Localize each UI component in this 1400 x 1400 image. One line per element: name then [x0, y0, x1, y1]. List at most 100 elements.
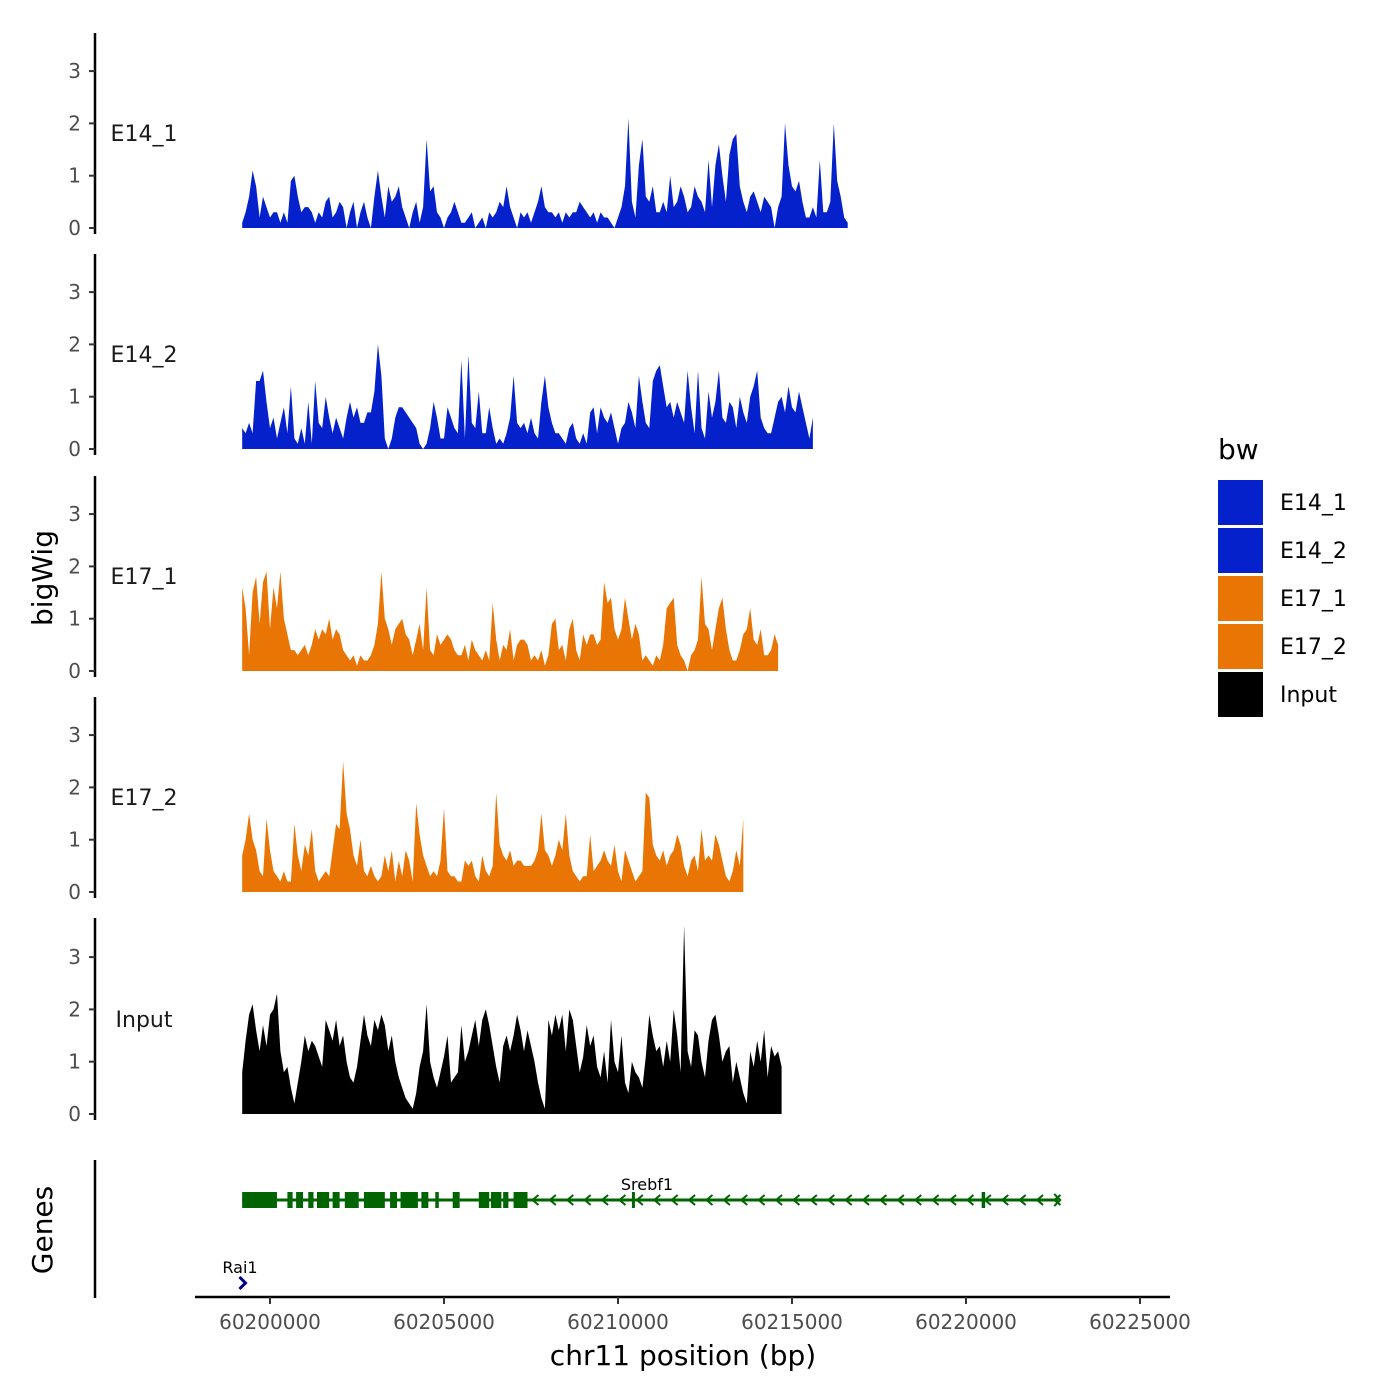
exon	[452, 1192, 460, 1208]
strand-arrow	[530, 1194, 540, 1206]
strand-arrow	[1035, 1194, 1044, 1206]
legend-label: E14_1	[1280, 491, 1347, 516]
x-tick-label: 60205000	[393, 1310, 495, 1334]
strand-arrow	[931, 1194, 940, 1206]
y-tick-label: 0	[68, 659, 81, 683]
legend-key-e17-2	[1218, 624, 1263, 669]
y-tick-label: 2	[68, 775, 81, 799]
area-e17-1	[242, 571, 779, 671]
gene-label-srebf1: Srebf1	[621, 1175, 673, 1194]
strand-arrow	[1052, 1194, 1062, 1206]
strand-arrow	[687, 1194, 696, 1206]
strand-arrow	[635, 1194, 644, 1206]
strand-arrow	[965, 1194, 975, 1206]
y-tick-label: 2	[68, 997, 81, 1021]
x-tick-label: 60220000	[915, 1310, 1017, 1334]
y-tick-label: 3	[68, 59, 81, 83]
legend-key-e17-1	[1218, 576, 1263, 621]
y-tick-label: 3	[68, 280, 81, 304]
track-label: Input	[116, 1008, 173, 1033]
strand-arrow	[600, 1194, 609, 1206]
y-tick-label: 0	[68, 880, 81, 904]
track-e14-1: 0 1 2 3 E14_1	[68, 33, 848, 240]
track-label: E17_1	[111, 565, 178, 590]
area-e14-2	[242, 344, 813, 449]
strand-arrow	[844, 1194, 853, 1206]
strand-arrow	[809, 1194, 818, 1206]
exon	[344, 1192, 359, 1208]
exon	[400, 1192, 418, 1208]
strand-arrow	[774, 1194, 783, 1206]
exon	[242, 1192, 277, 1208]
strand-arrow	[1053, 1193, 1062, 1207]
strand-arrow	[739, 1194, 748, 1206]
exon	[490, 1192, 502, 1208]
gene-rai1: Rai1	[222, 1258, 258, 1291]
strand-arrow	[1018, 1194, 1027, 1206]
strand-arrow	[652, 1194, 661, 1206]
y-tick-label: 2	[68, 554, 81, 578]
strand-arrow	[896, 1194, 905, 1206]
strand-arrow	[670, 1194, 679, 1206]
area-e17-2	[242, 761, 744, 892]
exon	[316, 1192, 330, 1208]
exon	[363, 1192, 385, 1208]
legend-key-input	[1218, 672, 1263, 717]
y-axis-title: bigWig	[26, 530, 59, 626]
y-tick-label: 0	[68, 216, 81, 240]
strand-arrow	[583, 1194, 592, 1206]
strand-arrow	[791, 1194, 801, 1206]
exon	[503, 1192, 509, 1208]
y-tick-label: 2	[68, 332, 81, 356]
genes-track-title: Genes	[26, 1186, 59, 1274]
exon	[631, 1192, 635, 1208]
strand-arrow	[1000, 1194, 1009, 1206]
signal-tracks: 0 1 2 3 E14_1 0 1 2 3 E14_2 0 1 2 3 E17_1 0 1 2 3 E17_2 0 1 2 3…	[68, 33, 848, 1126]
x-tick-label: 60225000	[1089, 1310, 1191, 1334]
y-tick-label: 3	[68, 723, 81, 747]
legend-key-e14-2	[1218, 528, 1263, 573]
gene-srebf1: Srebf1	[242, 1175, 1062, 1208]
track-label: E17_2	[111, 786, 178, 811]
track-label: E14_1	[111, 122, 178, 147]
gene-label-rai1: Rai1	[222, 1258, 257, 1277]
strand-arrow	[238, 1275, 248, 1291]
exon	[296, 1192, 304, 1208]
y-tick-label: 1	[68, 164, 81, 188]
strand-arrow	[722, 1194, 731, 1206]
strand-arrow	[704, 1194, 714, 1206]
y-tick-label: 1	[68, 385, 81, 409]
legend-key-e14-1	[1218, 480, 1263, 525]
y-tick-label: 1	[68, 1050, 81, 1074]
x-tick-label: 60210000	[567, 1310, 669, 1334]
y-tick-label: 3	[68, 945, 81, 969]
area-input	[242, 925, 782, 1114]
track-e17-2: 0 1 2 3 E17_2	[68, 697, 744, 904]
exon	[332, 1192, 340, 1208]
strand-arrow	[617, 1194, 627, 1206]
y-tick-label: 1	[68, 607, 81, 631]
y-tick-label: 1	[68, 828, 81, 852]
track-label: E14_2	[111, 343, 178, 368]
strand-arrow	[757, 1194, 766, 1206]
legend-title: bw	[1218, 433, 1259, 466]
legend: bw E14_1 E14_2 E17_1 E17_2 Input	[1218, 433, 1347, 717]
strand-arrow	[826, 1194, 835, 1206]
legend-label: E17_1	[1280, 587, 1347, 612]
exon	[513, 1192, 528, 1208]
genes-track: Srebf1 Rai1	[93, 1160, 1062, 1298]
strand-arrow	[913, 1194, 922, 1206]
legend-label: E17_2	[1280, 635, 1347, 660]
exon	[390, 1192, 398, 1208]
y-tick-label: 3	[68, 502, 81, 526]
strand-arrow	[948, 1194, 957, 1206]
y-tick-label: 0	[68, 1102, 81, 1126]
exon	[308, 1192, 314, 1208]
exon	[478, 1192, 490, 1208]
exon	[287, 1192, 293, 1208]
y-tick-label: 0	[68, 437, 81, 461]
track-e17-1: 0 1 2 3 E17_1	[68, 476, 779, 683]
strand-arrow	[548, 1194, 557, 1206]
exon	[435, 1192, 439, 1208]
